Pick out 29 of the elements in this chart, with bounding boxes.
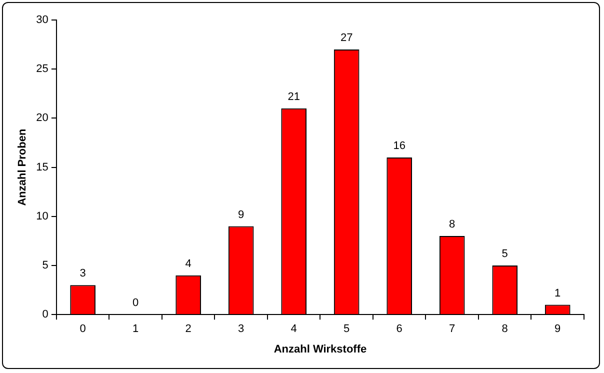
data-label: 16 <box>393 140 406 152</box>
y-tick-label: 0 <box>42 308 48 321</box>
data-label: 5 <box>502 248 508 260</box>
y-tick-label: 15 <box>36 161 48 174</box>
data-label: 9 <box>238 208 244 221</box>
x-tick-label: 2 <box>185 323 192 336</box>
x-tick-label: 9 <box>554 323 561 336</box>
x-tick-label: 8 <box>502 323 508 336</box>
data-label: 8 <box>449 218 456 231</box>
data-label: 0 <box>132 297 139 310</box>
y-tick-label: 10 <box>36 210 48 222</box>
data-label: 21 <box>288 90 300 103</box>
x-tick-label: 7 <box>449 323 456 336</box>
y-tick-label: 25 <box>36 63 48 76</box>
x-tick-label: 6 <box>396 323 402 336</box>
x-axis-title: Anzahl Wirkstoffe <box>274 343 367 356</box>
y-tick-label: 30 <box>36 14 48 26</box>
y-axis-title: Anzahl Proben <box>16 128 29 206</box>
data-label: 3 <box>80 268 86 280</box>
y-tick-label: 5 <box>42 260 48 272</box>
x-tick-label: 1 <box>132 323 139 336</box>
y-tick-label: 20 <box>36 112 48 124</box>
x-tick-label: 4 <box>290 323 297 336</box>
x-tick-label: 5 <box>344 323 350 336</box>
x-tick-label: 0 <box>80 323 86 336</box>
data-label: 27 <box>340 32 353 44</box>
data-label: 1 <box>554 287 561 300</box>
data-label: 4 <box>185 258 192 270</box>
x-tick-label: 3 <box>238 323 244 336</box>
